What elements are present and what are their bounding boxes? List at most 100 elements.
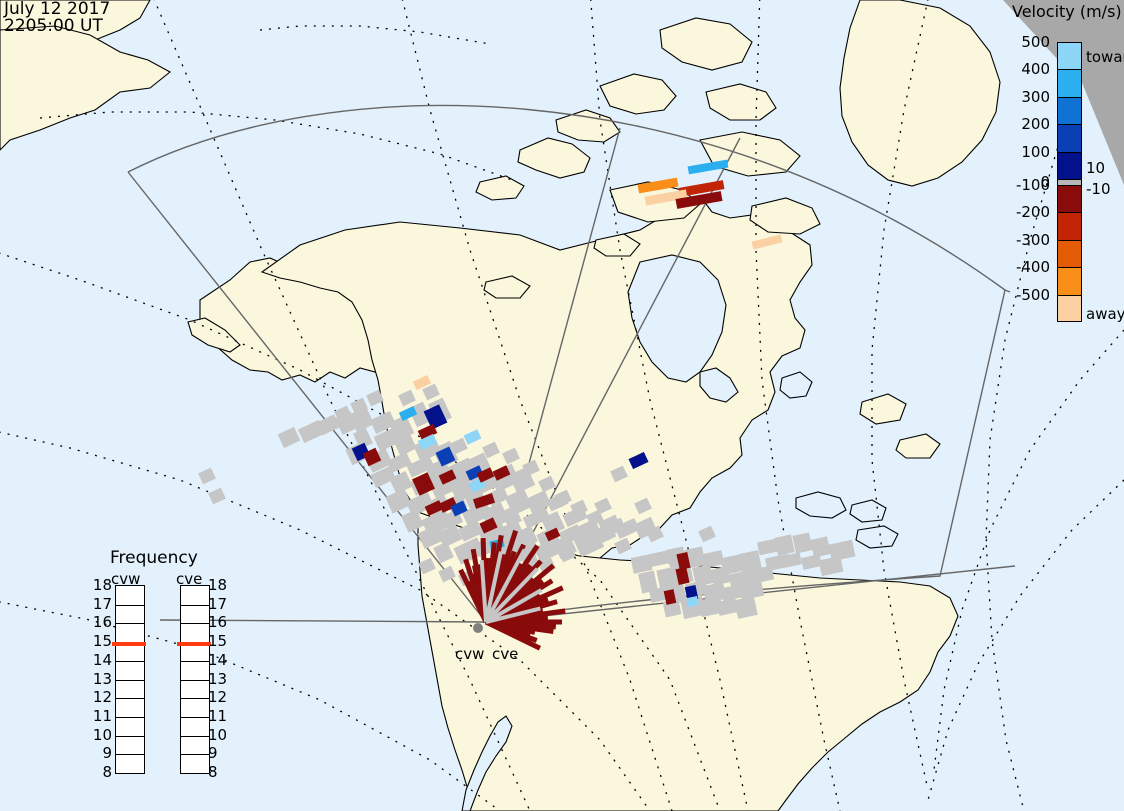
ground-scatter-cell xyxy=(648,550,672,567)
frequency-column-header: cvw xyxy=(111,570,141,588)
frequency-tick-label: 14 xyxy=(208,650,228,669)
ground-scatter-cell xyxy=(297,419,326,444)
frequency-tick-label: 11 xyxy=(92,706,112,725)
landmasses xyxy=(0,0,1001,811)
velocity-cell xyxy=(465,465,484,481)
frequency-tick-label: 9 xyxy=(102,744,112,763)
velocity-cell xyxy=(544,527,561,542)
frequency-bar-cvw[interactable] xyxy=(115,585,145,774)
colorbar-swatch[interactable] xyxy=(1057,178,1082,185)
ground-scatter-cell xyxy=(540,511,566,536)
ground-scatter-cell xyxy=(538,475,556,493)
ground-scatter-cell xyxy=(385,488,412,514)
colorbar-swatch[interactable] xyxy=(1057,212,1082,240)
colorbar-swatch[interactable] xyxy=(1057,184,1082,213)
ground-scatter-cell xyxy=(418,557,436,575)
ground-scatter-cell xyxy=(405,491,435,517)
frequency-tick-label: 8 xyxy=(208,763,218,781)
ground-scatter-cell xyxy=(422,383,440,401)
ground-scatter-cell xyxy=(369,411,397,434)
colorbar-swatch[interactable] xyxy=(1057,239,1082,268)
velocity-cell xyxy=(479,517,498,534)
colorbar-tick-label: 100 xyxy=(1021,142,1050,161)
velocity-cell xyxy=(686,595,699,608)
frequency-tick xyxy=(116,698,144,700)
ground-scatter-cell xyxy=(389,470,413,495)
velocity-cell xyxy=(463,429,482,445)
ground-scatter-cell xyxy=(400,509,425,533)
velocity-cell xyxy=(424,500,444,516)
frequency-tick xyxy=(116,679,144,681)
colorbar-tick-label: -200 xyxy=(1015,203,1050,222)
colorbar-swatch[interactable] xyxy=(1057,124,1082,152)
velocity-cell xyxy=(417,423,438,441)
colorbar-tick-label: 400 xyxy=(1021,60,1050,79)
frequency-tick xyxy=(181,754,209,756)
ground-scatter-cell xyxy=(586,509,604,527)
ground-scatter-cell xyxy=(525,490,552,514)
velocity-cell xyxy=(675,567,690,585)
velocity-colorbar[interactable] xyxy=(1057,42,1082,322)
date-label: July 12 2017 xyxy=(4,0,111,19)
velocity-cell xyxy=(637,177,679,194)
fan-beam-groundscatter xyxy=(484,548,527,623)
ground-scatter-cell xyxy=(208,487,226,505)
ground-scatter-cell xyxy=(277,426,301,449)
frequency-tick xyxy=(181,660,209,662)
ground-scatter-cell xyxy=(429,476,457,499)
frequency-tick-label: 9 xyxy=(208,744,218,763)
ground-scatter-cell xyxy=(350,397,368,415)
colorbar-swatch[interactable] xyxy=(1057,151,1082,179)
ground-scatter-cell xyxy=(482,441,500,459)
colorbar-swatch[interactable] xyxy=(1057,294,1082,322)
colorbar-tick-label: 0 xyxy=(1040,173,1050,191)
ground-scatter-cell xyxy=(570,499,588,517)
frequency-tick xyxy=(181,623,209,625)
ground-scatter-cell xyxy=(698,525,716,543)
fan-beam-groundscatter xyxy=(484,551,503,623)
frequency-tick-label: 11 xyxy=(208,706,228,725)
colorbar-away-label: away xyxy=(1086,305,1124,323)
colorbar-swatch[interactable] xyxy=(1057,267,1082,295)
fan-beam-groundscatter xyxy=(485,606,541,624)
colorbar-swatch[interactable] xyxy=(1057,69,1082,97)
fan-beam-groundscatter xyxy=(479,560,488,623)
colorbar-tick-label: -100 xyxy=(1015,176,1050,194)
velocity-cell xyxy=(687,159,729,175)
radar-station-dot xyxy=(473,623,483,633)
colorbar-swatch[interactable] xyxy=(1057,96,1082,125)
frequency-marker-cvw xyxy=(112,641,146,646)
velocity-cell xyxy=(438,469,457,485)
ground-scatter-cell xyxy=(522,459,540,477)
frequency-tick-label: 12 xyxy=(208,688,228,707)
frequency-tick xyxy=(116,604,144,606)
ground-scatter-cell xyxy=(818,555,844,577)
frequency-tick-label: 16 xyxy=(92,613,112,632)
frequency-marker-cve xyxy=(177,641,211,646)
frequency-tick-label: 17 xyxy=(208,594,228,613)
frequency-bar-cve[interactable] xyxy=(180,585,210,774)
colorbar-swatch[interactable] xyxy=(1057,42,1082,70)
ground-scatter-cell xyxy=(684,546,706,569)
ground-scatter-cell xyxy=(646,525,664,543)
frequency-column-header: cve xyxy=(176,570,203,588)
velocity-cell xyxy=(450,500,468,517)
ground-scatter-cell xyxy=(738,581,765,601)
frequency-tick-label: 15 xyxy=(208,632,228,651)
ground-scatter-cell xyxy=(198,467,216,485)
frequency-tick xyxy=(181,604,209,606)
ground-scatter-cell xyxy=(716,598,739,616)
ground-scatter-cell xyxy=(353,427,373,450)
fan-beam xyxy=(484,619,542,651)
ground-scatter-cell xyxy=(366,389,384,407)
velocity-cell xyxy=(472,493,496,509)
velocity-cell xyxy=(476,467,495,483)
velocity-cell xyxy=(417,433,438,451)
ground-scatter-cell xyxy=(702,550,725,568)
frequency-tick-label: 10 xyxy=(208,725,228,744)
velocity-cell xyxy=(435,446,456,467)
frequency-tick xyxy=(181,716,209,718)
velocity-cell xyxy=(675,191,723,209)
colorbar-tick-label: 500 xyxy=(1021,33,1050,51)
